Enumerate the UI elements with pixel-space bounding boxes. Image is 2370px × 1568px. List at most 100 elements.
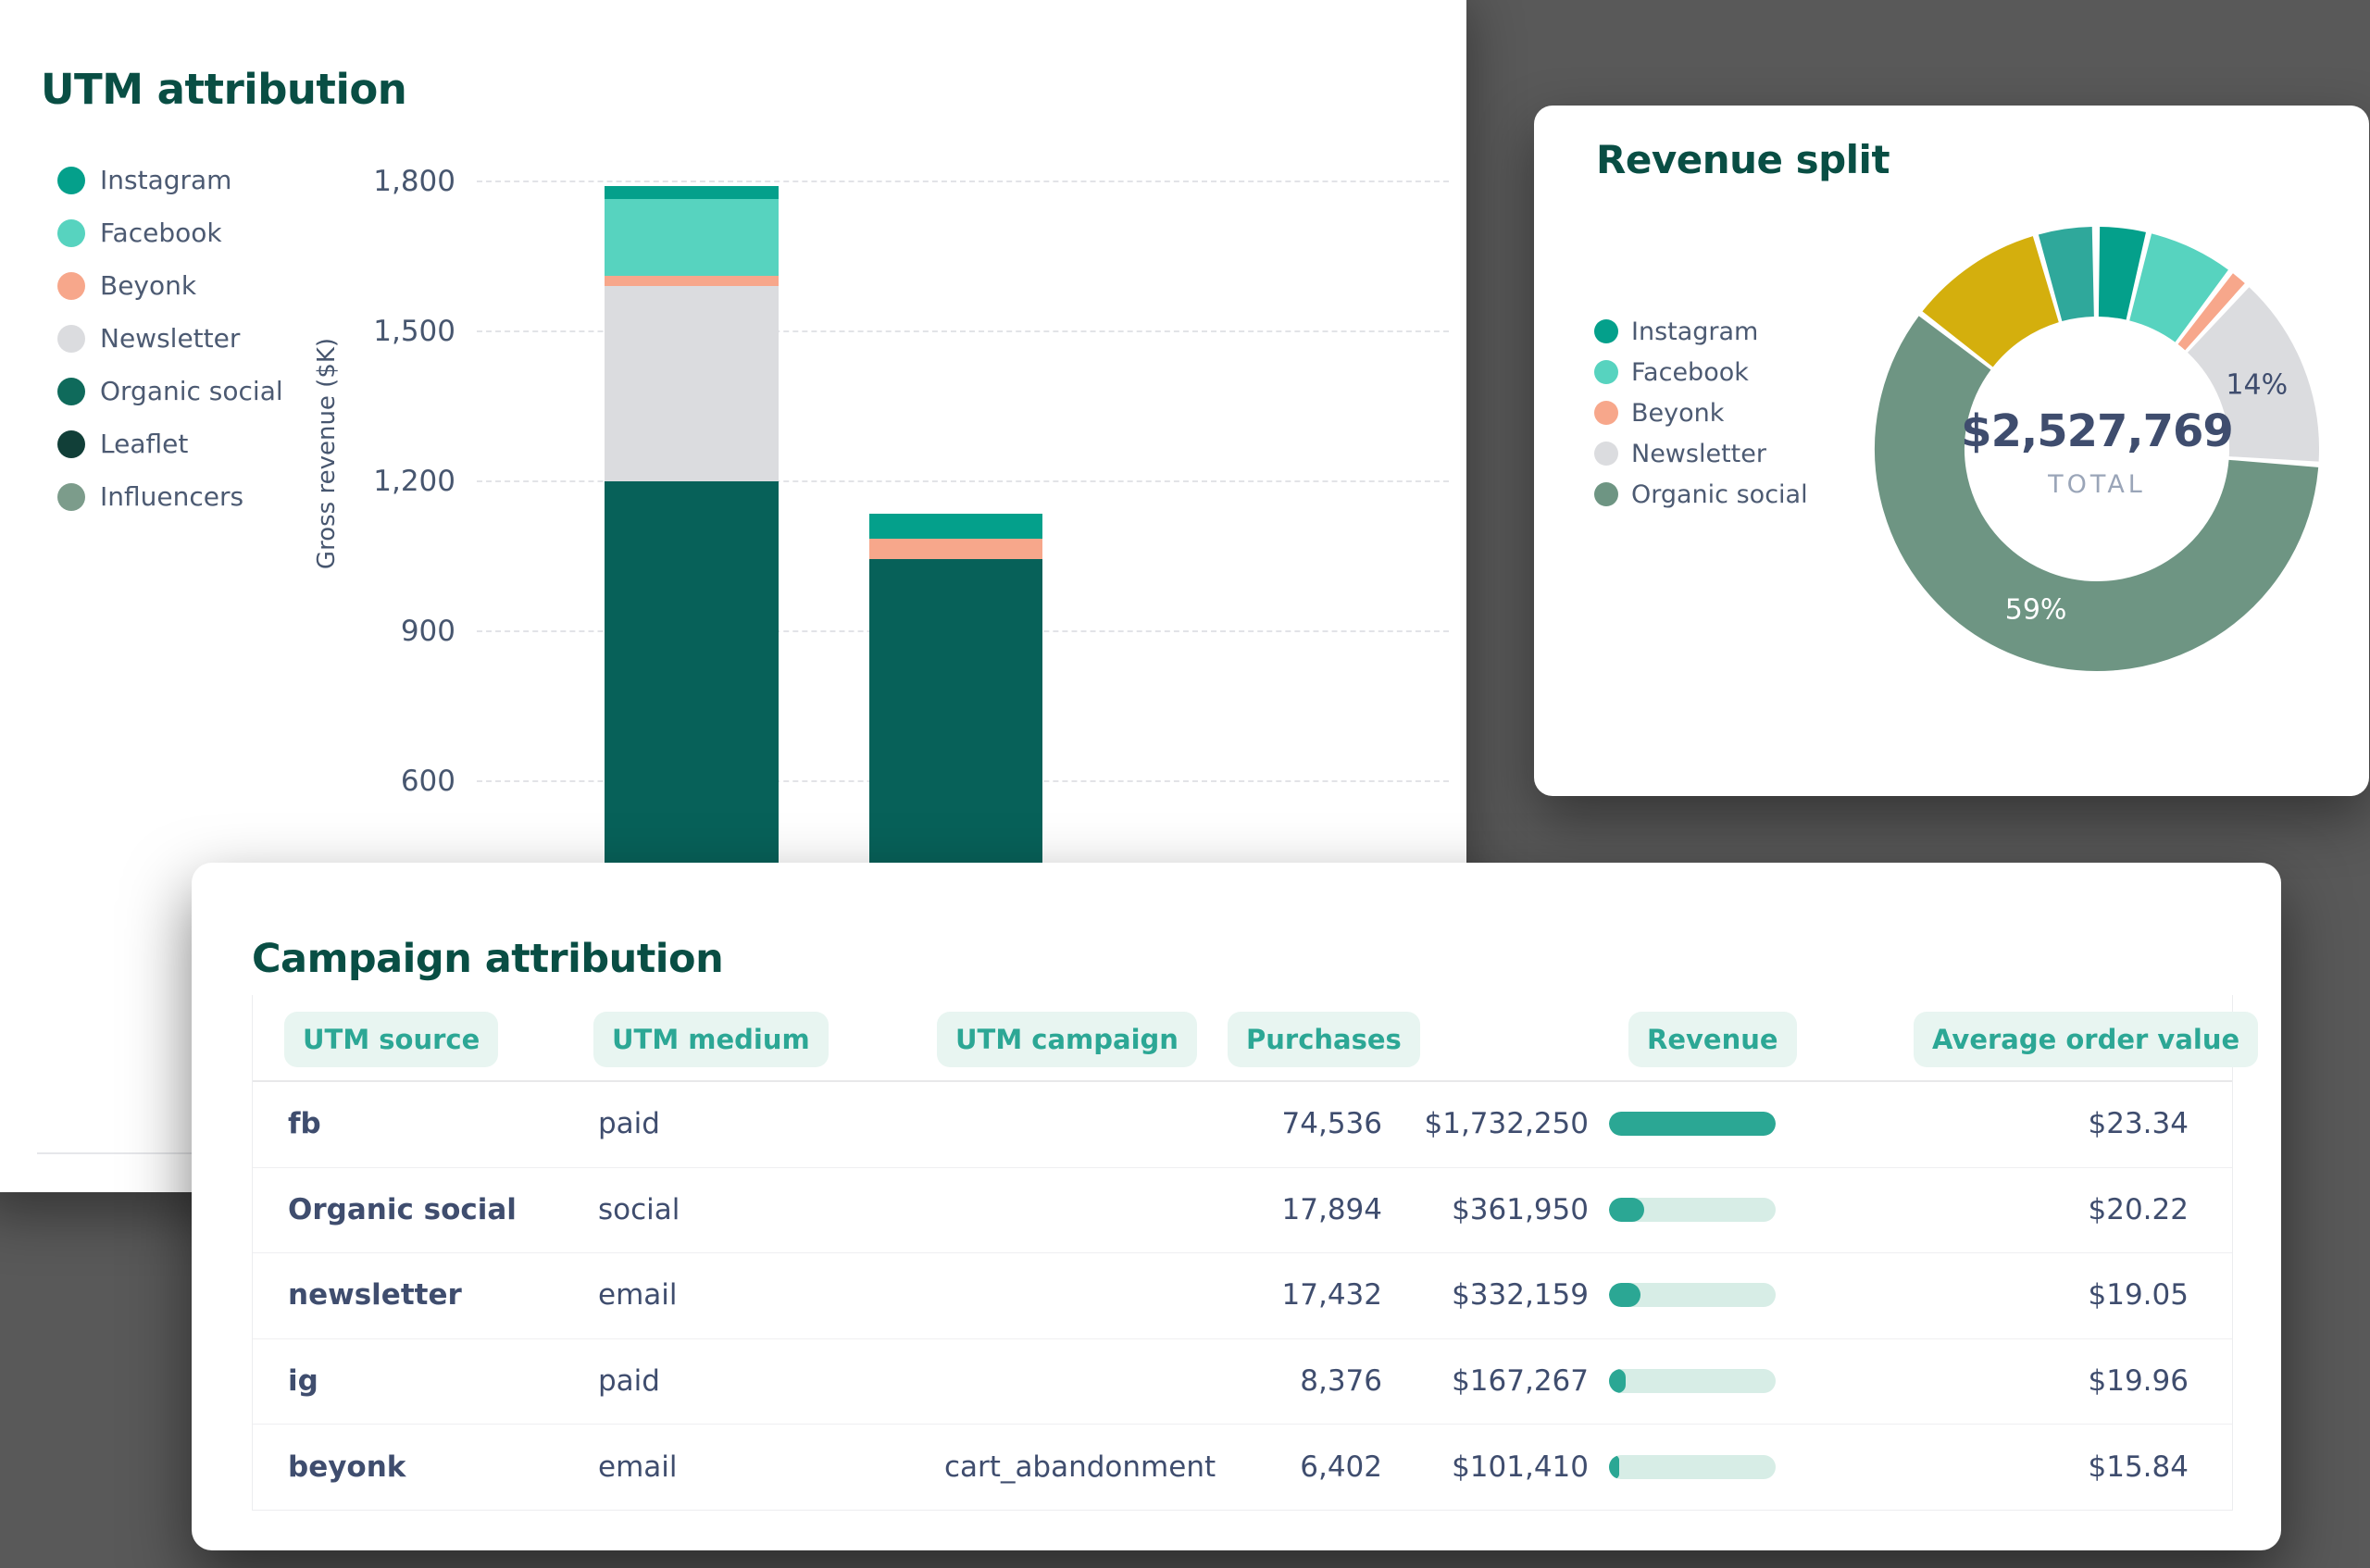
column-header-revenue[interactable]: Revenue [1628, 1012, 1797, 1067]
legend-label: Leaflet [100, 429, 189, 459]
revenue-bar [1609, 1112, 1776, 1137]
column-header-utm-medium[interactable]: UTM medium [593, 1012, 829, 1067]
legend-item-organic-social[interactable]: Organic social [1594, 474, 1808, 515]
donut-slice-instagram[interactable] [2097, 227, 2146, 320]
cell-utm-campaign: cart_abandonment [944, 1450, 1216, 1484]
cell-purchases: 74,536 [1281, 1107, 1382, 1141]
legend-label: Influencers [100, 481, 244, 512]
revenue-split-title: Revenue split [1596, 137, 1890, 183]
utm-attribution-title: UTM attribution [41, 65, 407, 115]
legend-item-beyonk[interactable]: Beyonk [1594, 392, 1808, 433]
legend-item-leaflet[interactable]: Leaflet [57, 417, 283, 470]
table-row-organic-social: Organic social social 17,894 $361,950 $20.22 [253, 1167, 2232, 1254]
legend-item-organic-social[interactable]: Organic social [57, 365, 283, 417]
cell-utm-source: ig [288, 1364, 318, 1399]
bar-segment-beyonk[interactable] [605, 275, 779, 287]
cell-purchases: 8,376 [1300, 1364, 1382, 1399]
donut-slice-newsletter[interactable] [2187, 287, 2319, 462]
gridline-1-500 [477, 330, 1449, 332]
legend-label: Organic social [1631, 479, 1808, 509]
revenue-bar [1609, 1454, 1776, 1479]
legend-label: Organic social [100, 376, 283, 406]
cell-average-order-value: $20.22 [2088, 1192, 2189, 1226]
legend-item-beyonk[interactable]: Beyonk [57, 259, 283, 312]
cell-utm-source: beyonk [288, 1450, 406, 1484]
legend-dot-newsletter [57, 324, 85, 353]
y-tick-600: 600 [400, 765, 455, 798]
revenue-bar [1609, 1283, 1776, 1308]
cell-utm-source: newsletter [288, 1278, 462, 1313]
y-tick-900: 900 [400, 615, 455, 648]
legend-label: Instagram [1631, 317, 1759, 346]
legend-dot-instagram [57, 166, 85, 194]
gridline-1-200 [477, 480, 1449, 482]
cell-purchases: 6,402 [1300, 1450, 1382, 1484]
legend-dot-facebook [57, 218, 85, 247]
cell-average-order-value: $19.96 [2088, 1364, 2189, 1399]
utm-attribution-legend: Instagram Facebook Beyonk Newsletter Organic… [57, 154, 283, 523]
legend-dot-influencers [57, 482, 85, 511]
donut-slice-segment-gold[interactable] [1922, 236, 2060, 368]
bar-segment-instagram[interactable] [605, 186, 779, 199]
legend-dot-facebook [1594, 360, 1618, 384]
donut-slice-organic-social[interactable] [1875, 316, 2319, 671]
cell-utm-source: fb [288, 1107, 321, 1141]
legend-dot-organic-social [57, 377, 85, 405]
bar-segment-newsletter[interactable] [605, 286, 779, 481]
table-row-beyonk: beyonk email cart_abandonment 6,402 $101,410… [253, 1424, 2232, 1510]
campaign-attribution-title: Campaign attribution [252, 935, 724, 982]
legend-item-instagram[interactable]: Instagram [57, 154, 283, 206]
y-tick-1-200: 1,200 [373, 465, 455, 498]
cell-revenue: $167,267 [1452, 1364, 1589, 1399]
legend-dot-leaflet [57, 429, 85, 458]
cell-average-order-value: $23.34 [2088, 1107, 2189, 1141]
revenue-bar-fill [1609, 1369, 1626, 1394]
donut-label-newsletter: 14% [2226, 368, 2289, 402]
table-row-fb: fb paid 74,536 $1,732,250 $23.34 [253, 1081, 2232, 1168]
legend-label: Newsletter [100, 323, 241, 354]
donut-slice-beyonk[interactable] [2177, 273, 2245, 351]
revenue-bar-fill [1609, 1283, 1641, 1308]
cell-purchases: 17,894 [1281, 1192, 1382, 1226]
column-header-purchases[interactable]: Purchases [1228, 1012, 1420, 1067]
revenue-bar-fill [1609, 1454, 1619, 1479]
cell-utm-medium: social [598, 1192, 680, 1226]
revenue-bar-fill [1609, 1197, 1644, 1222]
legend-label: Beyonk [100, 270, 197, 301]
legend-item-newsletter[interactable]: Newsletter [57, 312, 283, 365]
bar-segment-instagram[interactable] [869, 514, 1042, 540]
cell-purchases: 17,432 [1281, 1278, 1382, 1313]
column-header-utm-campaign[interactable]: UTM campaign [937, 1012, 1197, 1067]
revenue-split-legend: Instagram Facebook Beyonk Newsletter Organic… [1594, 311, 1808, 515]
column-header-average-order-value[interactable]: Average order value [1914, 1012, 2259, 1067]
cell-revenue: $332,159 [1452, 1278, 1589, 1313]
legend-label: Facebook [100, 218, 222, 248]
legend-item-instagram[interactable]: Instagram [1594, 311, 1808, 352]
legend-item-facebook[interactable]: Facebook [57, 206, 283, 259]
cell-revenue: $101,410 [1452, 1450, 1589, 1484]
revenue-bar-fill [1609, 1112, 1776, 1137]
legend-item-facebook[interactable]: Facebook [1594, 352, 1808, 392]
total-revenue-value: $2,527,769 [1961, 405, 2234, 457]
bar-segment-beyonk[interactable] [869, 539, 1042, 559]
revenue-bar [1609, 1369, 1776, 1394]
legend-dot-beyonk [57, 271, 85, 300]
y-tick-1-800: 1,800 [373, 165, 455, 198]
donut-slice-segment-teal[interactable] [2038, 227, 2096, 322]
donut-slice-facebook[interactable] [2127, 233, 2228, 343]
legend-item-influencers[interactable]: Influencers [57, 470, 283, 523]
legend-label: Newsletter [1631, 439, 1766, 468]
cell-average-order-value: $19.05 [2088, 1278, 2189, 1313]
campaign-attribution-table: UTM source UTM medium UTM campaign Purchase… [252, 995, 2259, 1511]
cell-utm-medium: paid [598, 1107, 660, 1141]
column-header-utm-source[interactable]: UTM source [284, 1012, 499, 1067]
legend-dot-newsletter [1594, 442, 1618, 466]
y-tick-1-500: 1,500 [373, 315, 455, 348]
bar-segment-facebook[interactable] [605, 198, 779, 276]
donut-label-organic-social: 59% [2004, 593, 2067, 627]
donut-chart [1875, 227, 2319, 671]
cell-revenue: $1,732,250 [1424, 1107, 1590, 1141]
cell-utm-source: Organic social [288, 1192, 517, 1226]
legend-item-newsletter[interactable]: Newsletter [1594, 433, 1808, 474]
